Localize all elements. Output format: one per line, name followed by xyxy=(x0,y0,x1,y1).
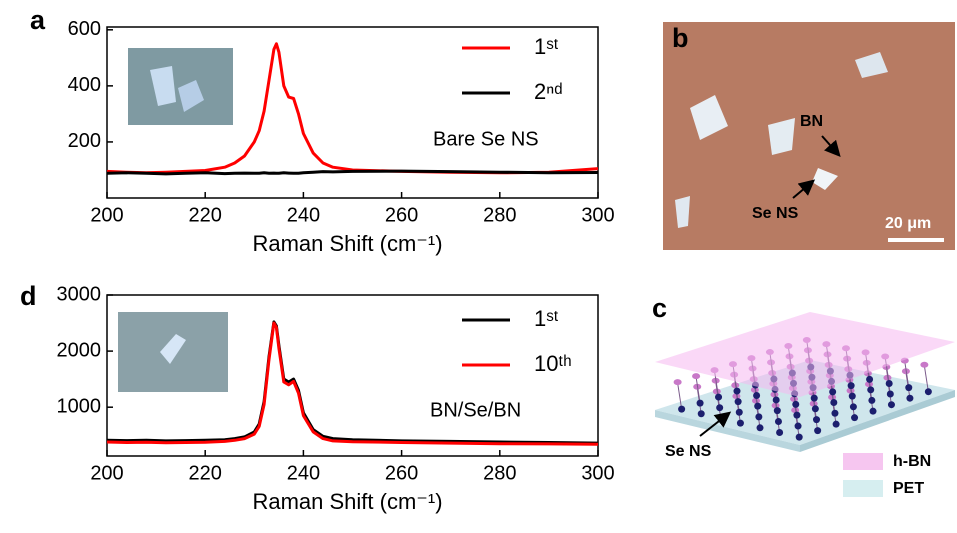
y-tick-label: 2000 xyxy=(57,339,102,361)
panel-label: a xyxy=(30,5,46,35)
x-tick-label: 260 xyxy=(385,204,418,226)
x-axis-label: Raman Shift (cm⁻¹) xyxy=(252,231,442,256)
x-tick-label: 260 xyxy=(385,462,418,484)
contact xyxy=(774,407,781,414)
contact xyxy=(888,401,895,408)
contact xyxy=(811,395,818,402)
contact xyxy=(851,414,858,421)
legend-label: 1ˢᵗ xyxy=(534,306,559,331)
contact xyxy=(776,429,783,436)
contact xyxy=(849,393,856,400)
annotation: Se NS xyxy=(752,205,799,222)
contact xyxy=(833,421,840,428)
x-tick-label: 300 xyxy=(581,462,614,484)
contact xyxy=(792,401,799,408)
x-axis-label: Raman Shift (cm⁻¹) xyxy=(252,489,442,514)
contact xyxy=(698,410,705,417)
annotation: Bare Se NS xyxy=(433,128,539,150)
scale-bar-label: 20 μm xyxy=(885,215,931,232)
contact xyxy=(735,398,742,405)
contact xyxy=(736,409,743,416)
contact xyxy=(795,423,802,430)
nanosheet xyxy=(692,373,700,379)
inset-photo xyxy=(128,48,233,125)
y-tick-label: 200 xyxy=(68,130,101,152)
contact xyxy=(775,418,782,425)
panel-label: c xyxy=(652,293,667,323)
legend-label: 2ⁿᵈ xyxy=(534,79,563,104)
x-tick-label: 240 xyxy=(287,204,320,226)
legend-swatch xyxy=(843,453,883,470)
contact xyxy=(867,386,874,393)
contact xyxy=(755,413,762,420)
x-tick-label: 240 xyxy=(287,462,320,484)
contact xyxy=(757,424,764,431)
contact xyxy=(813,416,820,423)
nanosheet xyxy=(674,379,682,385)
figure: b BN Se NS 20 μm c Se NS h-BN PET a 200 22… xyxy=(0,0,957,533)
y-tick-label: 600 xyxy=(68,18,101,40)
contact xyxy=(716,404,723,411)
x-tick-label: 220 xyxy=(189,204,222,226)
contact xyxy=(925,388,932,395)
panel-label: d xyxy=(20,281,37,311)
contact xyxy=(733,388,740,395)
contact xyxy=(829,388,836,395)
contact xyxy=(773,396,780,403)
legend-swatch xyxy=(843,480,883,497)
contact xyxy=(870,408,877,415)
contact xyxy=(866,376,873,383)
legend-label: h-BN xyxy=(893,453,931,470)
y-tick-label: 3000 xyxy=(57,283,102,305)
contact xyxy=(814,427,821,434)
contact xyxy=(830,399,837,406)
contact xyxy=(906,395,913,402)
contact xyxy=(887,391,894,398)
panel-label: b xyxy=(672,23,689,53)
device-diagram xyxy=(655,312,955,452)
annotation: Se NS xyxy=(665,443,712,460)
contact xyxy=(905,384,912,391)
contact xyxy=(831,410,838,417)
x-tick-label: 200 xyxy=(90,462,123,484)
contact xyxy=(754,403,761,410)
contact xyxy=(850,403,857,410)
contact xyxy=(737,420,744,427)
contact xyxy=(796,434,803,441)
x-tick-label: 300 xyxy=(581,204,614,226)
x-tick-label: 280 xyxy=(483,462,516,484)
legend-label: PET xyxy=(893,480,924,497)
contact xyxy=(812,405,819,412)
contact xyxy=(848,382,855,389)
legend-label: 10ᵗʰ xyxy=(534,351,572,376)
contact xyxy=(886,380,893,387)
contact xyxy=(715,394,722,401)
nanosheet xyxy=(920,362,928,368)
y-tick-label: 400 xyxy=(68,74,101,96)
contact xyxy=(678,406,685,413)
x-tick-label: 220 xyxy=(189,462,222,484)
contact xyxy=(753,392,760,399)
contact xyxy=(868,397,875,404)
annotation: BN xyxy=(800,113,823,130)
x-tick-label: 200 xyxy=(90,204,123,226)
contact xyxy=(697,400,704,407)
y-tick-label: 1000 xyxy=(57,395,102,417)
contact xyxy=(793,412,800,419)
annotation: BN/Se/BN xyxy=(430,399,521,421)
legend-label: 1ˢᵗ xyxy=(534,34,559,59)
x-tick-label: 280 xyxy=(483,204,516,226)
